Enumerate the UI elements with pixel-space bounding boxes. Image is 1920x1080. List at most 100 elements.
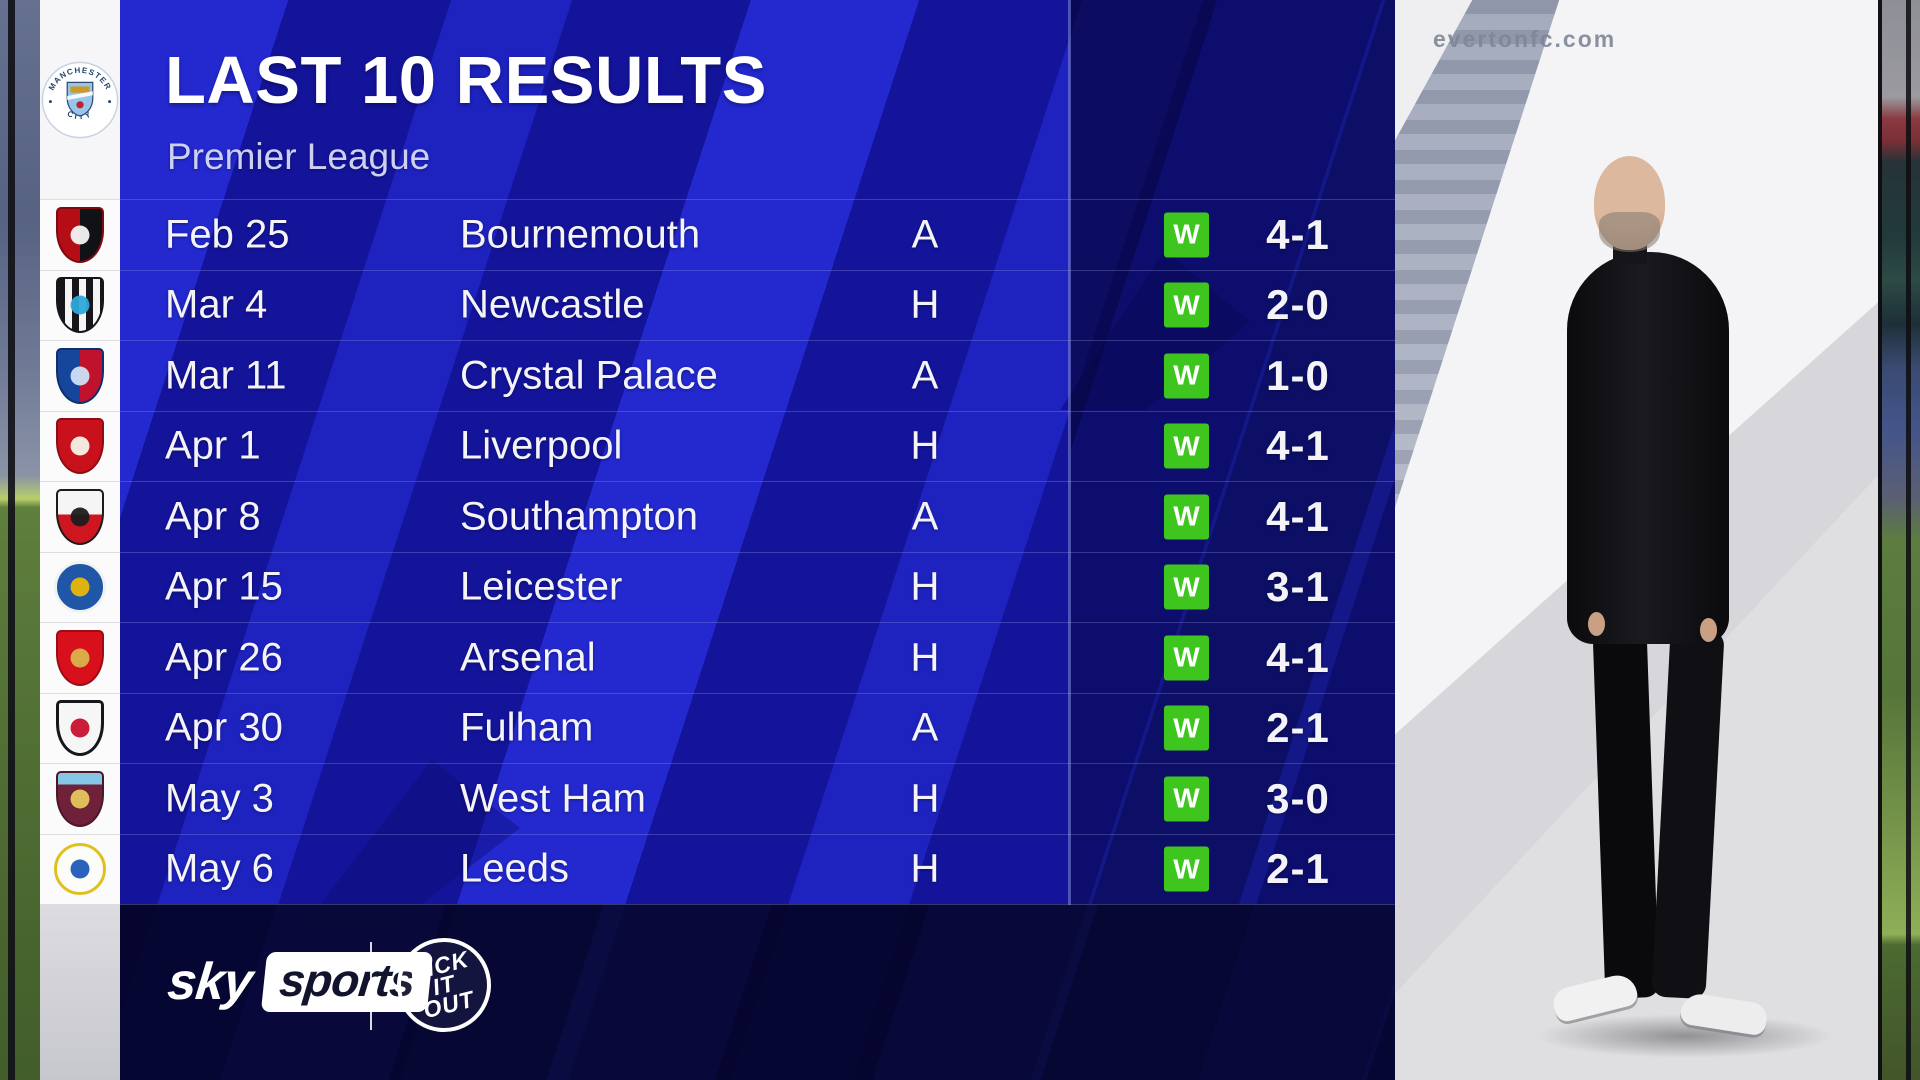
venue-indicator: A <box>911 212 939 257</box>
stadium-backdrop-right-sliver <box>1878 0 1920 1080</box>
crest-cell <box>40 340 120 411</box>
win-badge: W <box>1164 494 1209 540</box>
venue-indicator: H <box>910 635 940 680</box>
match-date: Feb 25 <box>165 212 290 257</box>
venue-indicator: H <box>910 282 940 327</box>
win-badge: W <box>1164 564 1209 610</box>
match-score: 4-1 <box>1266 210 1330 258</box>
crest-cell <box>40 833 120 904</box>
venue-indicator: H <box>910 423 940 468</box>
manager-photo-panel: evertonfc.com <box>1395 0 1878 1080</box>
opponent-name: Southampton <box>460 494 698 539</box>
crest-cell <box>40 551 120 622</box>
crystal-palace-crest-icon <box>56 347 104 404</box>
opponent-name: Newcastle <box>460 282 645 327</box>
crest-cell <box>40 763 120 834</box>
result-row: Apr 26 Arsenal H W 4-1 <box>120 622 1395 693</box>
match-date: Apr 30 <box>165 705 283 750</box>
page-title: LAST 10 RESULTS <box>165 43 767 118</box>
crest-cell <box>40 269 120 340</box>
venue-indicator: H <box>910 564 940 609</box>
match-score: 4-1 <box>1266 633 1330 681</box>
opponent-name: Leicester <box>460 564 623 609</box>
opponent-name: Fulham <box>460 705 594 750</box>
win-badge: W <box>1164 423 1209 469</box>
venue-indicator: H <box>910 776 940 821</box>
match-score: 4-1 <box>1266 422 1330 470</box>
sky-wordmark: sky <box>164 953 255 1011</box>
manager-figure <box>1395 0 1878 1080</box>
liverpool-crest-icon <box>56 418 104 475</box>
crest-rail-cells <box>40 199 120 904</box>
venue-indicator: A <box>911 353 939 398</box>
venue-indicator: A <box>911 494 939 539</box>
crest-cell <box>40 692 120 763</box>
crest-cell <box>40 410 120 481</box>
sky-sports-logo: sky sports <box>165 952 434 1012</box>
opponent-name: Arsenal <box>460 635 596 680</box>
match-date: Apr 26 <box>165 635 283 680</box>
match-date: May 3 <box>165 776 274 821</box>
crest-cell <box>40 199 120 270</box>
bournemouth-crest-icon <box>56 206 104 263</box>
opponent-name: Bournemouth <box>460 212 701 257</box>
result-row: Mar 4 Newcastle H W 2-0 <box>120 269 1395 341</box>
fulham-crest-icon <box>56 700 104 757</box>
venue-indicator: H <box>910 846 940 891</box>
result-row: Apr 8 Southampton A W 4-1 <box>120 481 1395 552</box>
match-score: 2-1 <box>1266 704 1330 752</box>
venue-indicator: A <box>911 705 939 750</box>
match-score: 3-1 <box>1266 563 1330 611</box>
win-badge: W <box>1164 776 1209 822</box>
match-score: 2-0 <box>1266 281 1330 329</box>
southampton-crest-icon <box>56 488 104 545</box>
opponent-name: Liverpool <box>460 423 623 468</box>
match-date: Mar 11 <box>165 353 287 398</box>
crest-cell <box>40 622 120 693</box>
manchester-city-badge-svg: MANCHESTER CITY <box>41 61 119 139</box>
stadium-signage-text: evertonfc.com <box>1433 26 1617 52</box>
footer-logos: sky sports KICK IT OUT <box>120 928 1395 1058</box>
opponent-name: Leeds <box>460 846 569 891</box>
win-badge: W <box>1164 212 1209 258</box>
match-date: May 6 <box>165 846 274 891</box>
manchester-city-crest-icon: MANCHESTER CITY <box>40 0 120 200</box>
match-score: 2-1 <box>1266 845 1330 893</box>
win-badge: W <box>1164 635 1209 681</box>
result-row: May 3 West Ham H W 3-0 <box>120 763 1395 834</box>
results-board: LAST 10 RESULTS Premier League Feb 25 Bo… <box>120 0 1395 1080</box>
win-badge: W <box>1164 846 1209 892</box>
results-rows: Feb 25 Bournemouth A W 4-1 Mar 4 Newcast… <box>120 199 1395 905</box>
match-date: Mar 4 <box>165 282 268 327</box>
match-score: 4-1 <box>1266 492 1330 540</box>
match-score: 3-0 <box>1266 774 1330 822</box>
match-date: Apr 1 <box>165 423 261 468</box>
win-badge: W <box>1164 705 1209 751</box>
newcastle-crest-icon <box>56 277 104 334</box>
match-score: 1-0 <box>1266 351 1330 399</box>
result-row: Apr 30 Fulham A W 2-1 <box>120 692 1395 764</box>
kick-it-out-logo: KICK IT OUT <box>387 928 501 1042</box>
crest-rail-footer <box>40 904 120 1080</box>
result-row: Feb 25 Bournemouth A W 4-1 <box>120 199 1395 270</box>
match-date: Apr 15 <box>165 564 283 609</box>
result-row: May 6 Leeds H W 2-1 <box>120 833 1395 905</box>
score-column-shade <box>1070 0 1395 905</box>
arsenal-crest-icon <box>56 629 104 686</box>
result-row: Apr 15 Leicester H W 3-1 <box>120 551 1395 623</box>
match-date: Apr 8 <box>165 494 261 539</box>
win-badge: W <box>1164 353 1209 399</box>
opponent-name: Crystal Palace <box>460 353 718 398</box>
crest-cell <box>40 481 120 552</box>
leicester-crest-icon <box>54 561 106 614</box>
west-ham-crest-icon <box>56 770 104 827</box>
crest-rail: MANCHESTER CITY <box>40 0 120 1080</box>
leeds-crest-icon <box>54 843 106 896</box>
logo-divider <box>370 942 372 1030</box>
win-badge: W <box>1164 282 1209 328</box>
result-row: Mar 11 Crystal Palace A W 1-0 <box>120 340 1395 411</box>
result-row: Apr 1 Liverpool H W 4-1 <box>120 410 1395 482</box>
stadium-backdrop-left-sliver <box>0 0 40 1080</box>
column-divider-line <box>1068 0 1071 905</box>
